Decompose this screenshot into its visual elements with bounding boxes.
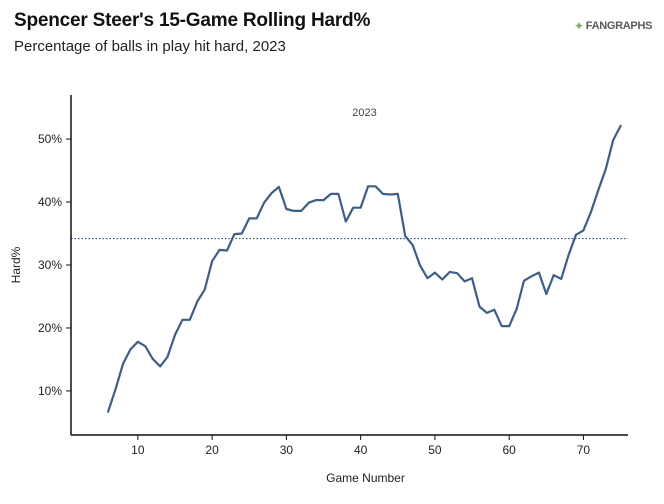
y-tick-label: 40% [38,195,62,209]
x-tick-label: 10 [131,443,145,457]
y-tick-label: 50% [38,132,62,146]
fangraphs-logo[interactable]: ✦ FANGRAPHS [574,19,652,33]
chart-title: Spencer Steer's 15-Game Rolling Hard% [14,10,371,31]
logo-mark-icon: ✦ [574,19,584,33]
y-tick-label: 30% [38,258,62,272]
y-axis-label: Hard% [9,246,23,283]
y-tick-label: 10% [38,384,62,398]
y-ticks: 10% 20% 30% 40% 50% [38,132,71,398]
chart-subtitle: Percentage of balls in play hit hard, 20… [14,38,286,55]
y-tick-label: 20% [38,321,62,335]
x-tick-label: 40 [354,443,368,457]
year-annotation: 2023 [352,107,376,119]
x-tick-label: 60 [502,443,516,457]
x-tick-label: 50 [428,443,442,457]
x-tick-label: 20 [205,443,219,457]
plot-area [71,124,628,413]
x-axis-label: Game Number [326,471,405,485]
x-ticks: 10 20 30 40 50 60 70 [131,435,590,457]
x-tick-label: 30 [280,443,294,457]
x-tick-label: 70 [577,443,591,457]
logo-text: FANGRAPHS [585,20,653,32]
series-line [107,124,622,413]
